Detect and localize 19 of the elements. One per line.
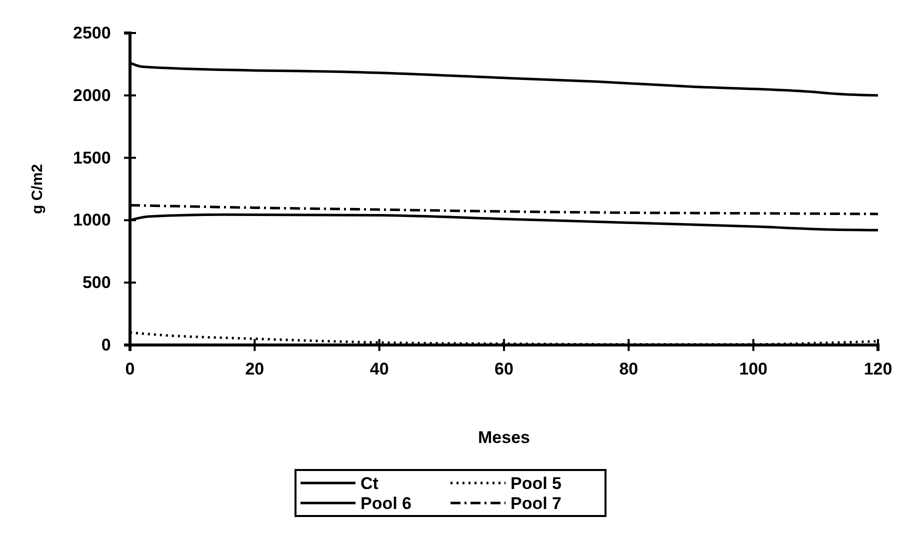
- x-tick-label: 120: [864, 359, 892, 378]
- legend-label: Ct: [360, 474, 379, 493]
- legend-label: Pool 7: [510, 494, 562, 513]
- y-tick-label: 500: [82, 273, 111, 292]
- x-tick-label: 40: [370, 359, 389, 378]
- y-axis-title: g C/m2: [29, 164, 46, 214]
- y-tick-label: 0: [101, 335, 111, 354]
- x-tick-label: 0: [125, 359, 135, 378]
- x-axis-title: Meses: [478, 428, 530, 447]
- y-tick-label: 1500: [72, 148, 111, 168]
- legend-label: Pool 5: [510, 474, 562, 493]
- x-tick-label: 80: [619, 359, 638, 378]
- legend-label: Pool 6: [360, 494, 412, 513]
- y-tick-label: 2500: [72, 23, 111, 42]
- x-tick-label: 60: [494, 359, 514, 378]
- x-tick-label: 20: [245, 359, 264, 378]
- y-tick-label: 2000: [72, 86, 111, 105]
- y-tick-label: 1000: [72, 210, 111, 230]
- x-tick-label: 100: [739, 359, 768, 378]
